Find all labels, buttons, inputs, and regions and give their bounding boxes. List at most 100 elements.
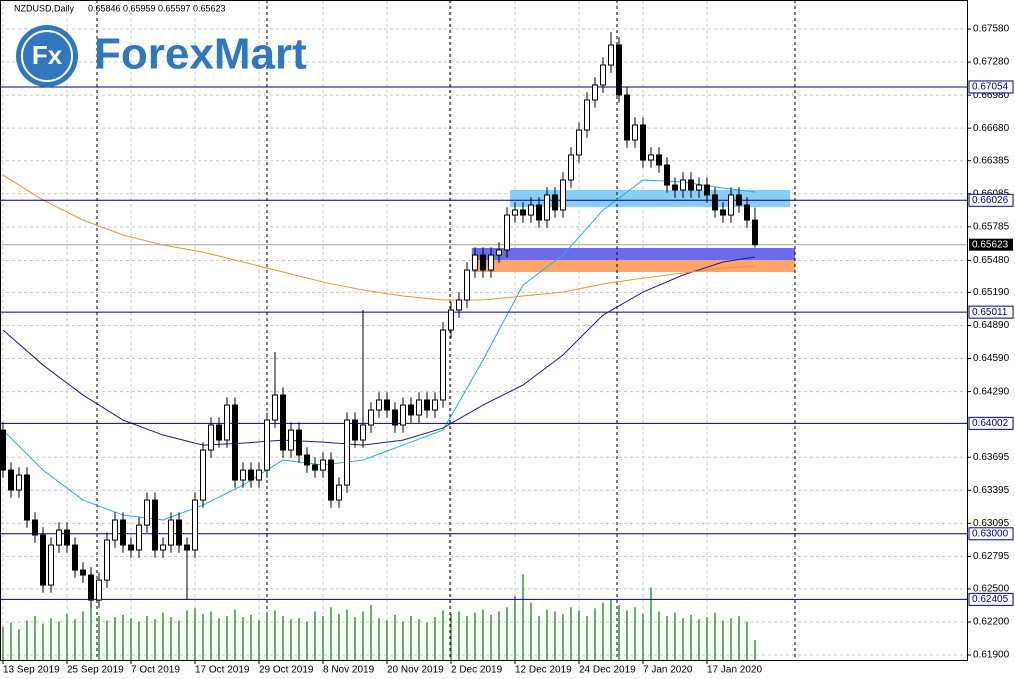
ma-line <box>2 179 756 521</box>
candle-body <box>320 459 326 471</box>
candle-body <box>592 84 598 101</box>
candle-body <box>288 429 294 451</box>
logo-badge-text: Fx <box>32 40 63 70</box>
candle-body <box>680 179 686 191</box>
candle-body <box>352 419 358 441</box>
y-tick-label: 0.65190 <box>973 287 1010 298</box>
candle-body <box>496 249 502 256</box>
candle-body <box>344 419 350 486</box>
y-tick-label: 0.66980 <box>973 90 1010 101</box>
candle-body <box>456 299 462 311</box>
candle-body <box>120 519 126 546</box>
candle-body <box>696 184 702 191</box>
candle-body <box>80 569 86 576</box>
candle-body <box>376 399 382 411</box>
plot-frame <box>0 0 968 661</box>
candle-body <box>648 154 654 161</box>
candle-body <box>536 204 542 221</box>
zone <box>471 260 795 273</box>
candle-body <box>88 574 94 601</box>
candle-body <box>104 539 110 581</box>
candle-body <box>488 254 494 271</box>
x-tick-label: 17 Oct 2019 <box>195 665 250 676</box>
candle-body <box>656 154 662 166</box>
candle-body <box>40 534 46 586</box>
candle-body <box>264 419 270 471</box>
candle-body <box>520 209 526 216</box>
candle-body <box>728 194 734 216</box>
symbol: NZDUSD,Daily <box>14 3 75 13</box>
candle-body <box>256 469 262 481</box>
y-tick-label: 0.63695 <box>973 452 1010 463</box>
header-close: 0.65623 <box>193 3 226 13</box>
candle-body <box>248 469 254 481</box>
header-high: 0.65959 <box>123 3 156 13</box>
candle-body <box>56 529 62 546</box>
candle-body <box>304 454 310 466</box>
y-tick-label: 0.64290 <box>973 386 1010 397</box>
level-label: 0.62405 <box>972 594 1009 605</box>
candle-body <box>704 184 710 196</box>
candle-body <box>160 544 166 551</box>
candle-body <box>464 269 470 301</box>
candle-body <box>232 404 238 481</box>
candle-body <box>664 164 670 186</box>
plot <box>0 31 968 660</box>
candle-body <box>736 194 742 206</box>
x-tick-label: 29 Oct 2019 <box>259 665 314 676</box>
level-label: 0.66026 <box>972 195 1009 206</box>
candle-body <box>672 184 678 191</box>
candle-body <box>112 519 118 541</box>
candle-body <box>472 254 478 271</box>
y-tick-label: 0.65785 <box>973 221 1010 232</box>
level-label-box <box>968 305 1014 319</box>
logo-ring <box>21 30 73 82</box>
level-label: 0.64002 <box>972 418 1009 429</box>
level-label-box <box>968 416 1014 430</box>
x-tick-label: 13 Sep 2019 <box>3 665 60 676</box>
level-label-box <box>968 80 1014 94</box>
zone <box>510 190 791 207</box>
candle-body <box>712 194 718 211</box>
x-tick-label: 17 Jan 2020 <box>707 665 762 676</box>
candle-body <box>336 484 342 501</box>
level-label: 0.67054 <box>972 82 1009 93</box>
current-price-box <box>969 238 1013 251</box>
candle-body <box>600 64 606 86</box>
candle-body <box>360 424 366 441</box>
candle-body <box>560 179 566 211</box>
candle-body <box>616 44 622 96</box>
candle-body <box>408 404 414 416</box>
candle-body <box>608 44 614 66</box>
candle-body <box>200 449 206 501</box>
candle-body <box>184 544 190 551</box>
x-tick-label: 7 Oct 2019 <box>131 665 180 676</box>
candle-body <box>744 204 750 221</box>
candle-body <box>624 94 630 141</box>
candle-body <box>192 499 198 551</box>
candle-body <box>312 464 318 471</box>
candle-body <box>552 194 558 211</box>
y-tick-label: 0.64590 <box>973 353 1010 364</box>
candle-body <box>688 179 694 191</box>
header-low: 0.65597 <box>158 3 191 13</box>
candle-body <box>96 579 102 601</box>
level-label-box <box>968 193 1014 207</box>
candle-body <box>440 329 446 401</box>
candle-body <box>568 154 574 181</box>
candle-body <box>296 429 302 456</box>
candle-body <box>640 124 646 161</box>
y-tick-label: 0.67580 <box>973 24 1010 35</box>
candle-body <box>208 424 214 451</box>
candle-body <box>752 219 758 246</box>
candle-body <box>368 409 374 426</box>
candle-body <box>280 394 286 451</box>
level-label: 0.65011 <box>972 307 1008 318</box>
candle-body <box>152 499 158 551</box>
y-tick-label: 0.63095 <box>973 518 1010 529</box>
y-tick-label: 0.66385 <box>973 155 1010 166</box>
candle-body <box>136 524 142 551</box>
candle-body <box>224 404 230 441</box>
logo-name: ForexMart <box>94 30 307 79</box>
candle-body <box>72 544 78 571</box>
